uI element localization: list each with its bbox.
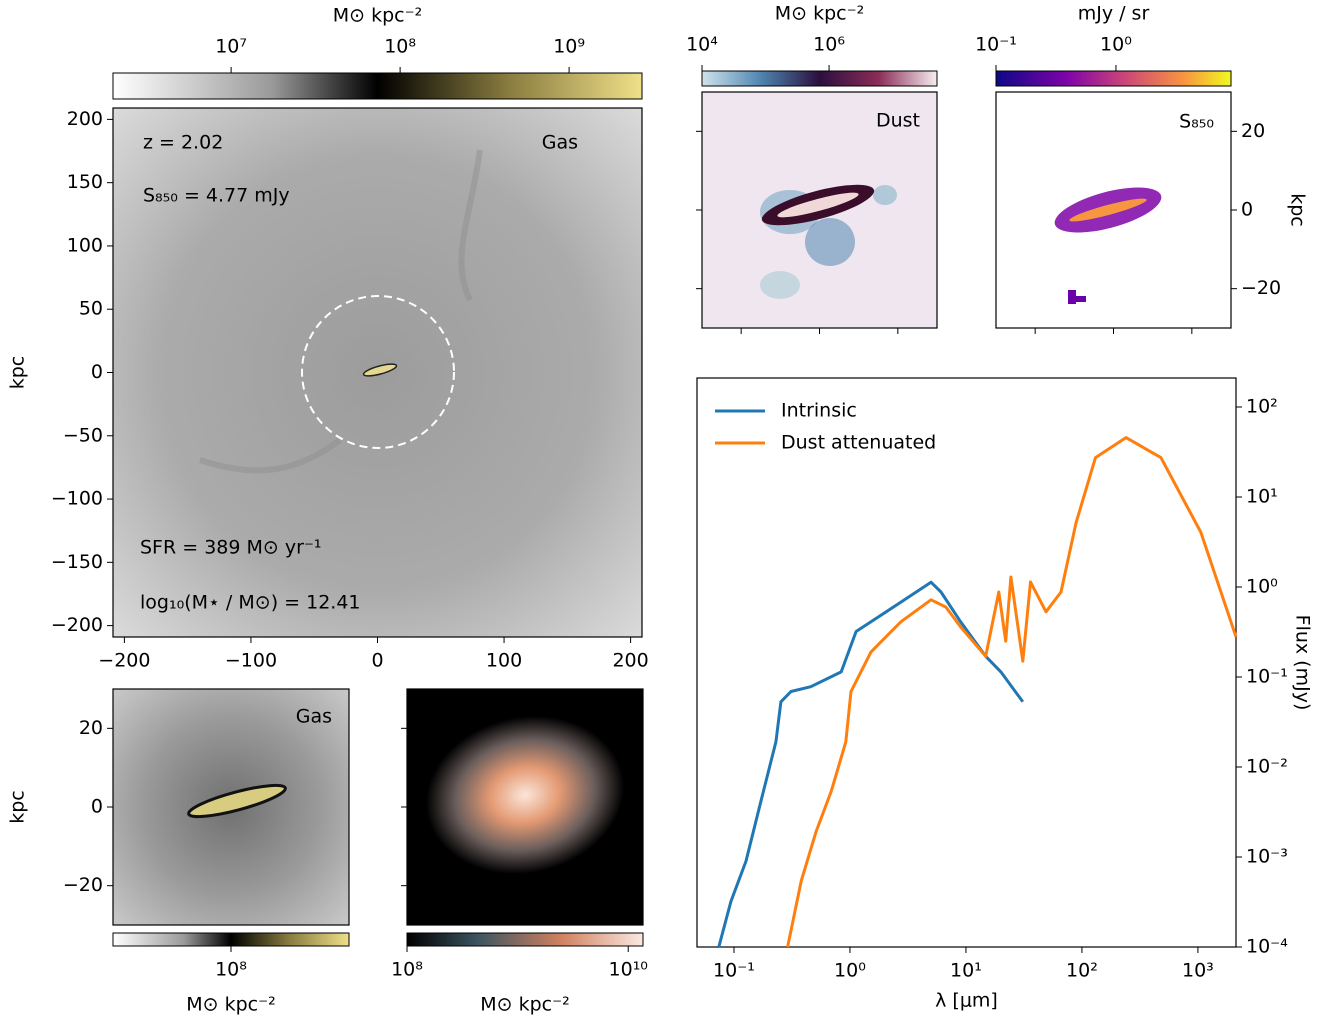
y-tick-label: 20 — [1241, 120, 1265, 142]
y-tick-label: 0 — [91, 796, 103, 818]
colorbar-tick-label: 10⁶ — [813, 34, 845, 56]
y-tick-label: 10⁻³ — [1246, 845, 1288, 867]
y-axis-label: kpc — [7, 790, 29, 824]
x-tick-label: 10¹ — [950, 960, 982, 982]
colorbar-label: M⊙ kpc⁻² — [186, 994, 276, 1016]
y-tick-label: −150 — [51, 551, 103, 573]
y-tick-label: 200 — [67, 108, 103, 130]
annotation: S₈₅₀ — [1179, 111, 1214, 133]
colorbar-tick-label: 10⁹ — [553, 36, 585, 58]
legend-label: Intrinsic — [781, 400, 857, 422]
series-line — [717, 580, 1025, 948]
annotation: Dust — [876, 110, 920, 132]
annotation: Gas — [296, 706, 332, 728]
gas-zoom-map — [113, 689, 349, 925]
annotation: log₁₀(M⋆ / M⊙) = 12.41 — [140, 592, 361, 614]
colorbar — [113, 933, 349, 946]
s850-map — [996, 92, 1231, 328]
y-tick-label: −200 — [51, 614, 103, 636]
y-tick-label: 10¹ — [1246, 485, 1278, 507]
legend-label: Dust attenuated — [781, 432, 936, 454]
y-tick-label: 0 — [1241, 199, 1253, 221]
x-tick-label: −200 — [98, 650, 150, 672]
y-tick-label: 100 — [67, 234, 103, 256]
y-axis-label: kpc — [1287, 193, 1309, 227]
y-tick-label: 10⁻² — [1246, 755, 1288, 777]
y-tick-label: 10⁻⁴ — [1246, 936, 1288, 958]
x-tick-label: 100 — [486, 650, 522, 672]
annotation: Gas — [542, 132, 578, 154]
series-line — [786, 436, 1238, 948]
colorbar — [702, 71, 937, 86]
colorbar-tick-label: 10⁰ — [1100, 34, 1132, 56]
x-tick-label: 10⁻¹ — [713, 960, 755, 982]
x-tick-label: −100 — [225, 650, 277, 672]
colorbar-frame — [112, 72, 643, 100]
colorbar-frame — [995, 70, 1232, 87]
colorbar-tick-label: 10⁸ — [391, 959, 423, 981]
x-tick-label: 0 — [371, 650, 383, 672]
y-axis-label: kpc — [7, 356, 29, 390]
y-tick-label: 10⁻¹ — [1246, 665, 1288, 687]
colorbar-label: M⊙ kpc⁻² — [333, 5, 423, 27]
colorbar-tick-label: 10¹⁰ — [609, 959, 648, 981]
y-tick-label: 0 — [91, 361, 103, 383]
plot-frame — [696, 377, 1237, 948]
colorbar — [996, 71, 1231, 86]
colorbar-label: M⊙ kpc⁻² — [480, 994, 570, 1016]
y-tick-label: 20 — [79, 717, 103, 739]
colorbar-frame — [701, 70, 938, 87]
dust-map — [702, 92, 937, 328]
y-tick-label: −50 — [63, 424, 103, 446]
annotation: z = 2.02 — [143, 132, 223, 154]
colorbar — [407, 933, 643, 946]
y-tick-label: 10² — [1246, 395, 1278, 417]
y-tick-label: −20 — [63, 874, 103, 896]
gas-map — [113, 108, 642, 637]
stellar-map — [407, 689, 643, 925]
colorbar-tick-label: 10⁸ — [215, 959, 247, 981]
annotation: Stellar — [567, 706, 628, 728]
y-tick-label: −100 — [51, 488, 103, 510]
colorbar-label: mJy / sr — [1078, 3, 1150, 25]
colorbar-frame — [406, 932, 644, 947]
x-tick-label: 10² — [1066, 960, 1098, 982]
x-tick-label: 10³ — [1182, 960, 1214, 982]
x-tick-label: 200 — [612, 650, 648, 672]
colorbar-tick-label: 10⁻¹ — [975, 34, 1017, 56]
annotation: S₈₅₀ = 4.77 mJy — [143, 185, 290, 207]
y-axis-label: Flux (mJy) — [1292, 615, 1314, 711]
colorbar-tick-label: 10⁴ — [686, 34, 718, 56]
annotation: SFR = 389 M⊙ yr⁻¹ — [140, 537, 322, 559]
colorbar-tick-label: 10⁸ — [384, 36, 416, 58]
y-tick-label: 10⁰ — [1246, 575, 1278, 597]
colorbar — [113, 73, 642, 99]
y-tick-label: 150 — [67, 171, 103, 193]
y-tick-label: 50 — [79, 298, 103, 320]
colorbar-tick-label: 10⁷ — [215, 36, 247, 58]
x-axis-label: λ [μm] — [935, 990, 998, 1012]
y-tick-label: −20 — [1241, 277, 1281, 299]
colorbar-label: M⊙ kpc⁻² — [775, 3, 865, 25]
x-tick-label: 10⁰ — [834, 960, 866, 982]
